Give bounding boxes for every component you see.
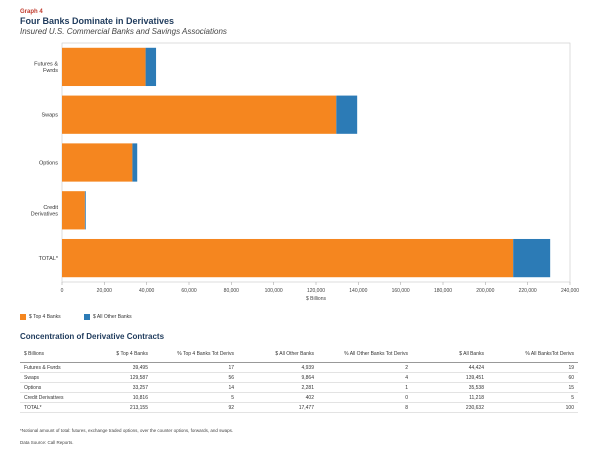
legend-item-top4: $ Top 4 Banks <box>20 314 61 320</box>
x-axis-label: $ Billions <box>306 296 327 302</box>
bar-others <box>145 47 157 87</box>
table-cell: 14 <box>152 382 238 393</box>
table-cell: 2 <box>318 362 412 373</box>
table-cell: Swaps <box>20 372 90 383</box>
x-tick-label: 120,000 <box>307 288 325 294</box>
x-tick-label: 160,000 <box>392 288 410 294</box>
bar-others <box>513 238 551 278</box>
column-header: % Top 4 Banks Tot Derivs <box>177 351 234 357</box>
table-cell: 5 <box>488 392 578 403</box>
table-row: Swaps 129,587 56 9,864 4 139,451 60 <box>20 372 578 383</box>
legend-label-top4: $ Top 4 Banks <box>29 314 61 320</box>
legend-label-others: $ All Other Banks <box>93 314 132 320</box>
bar-top4 <box>62 143 133 182</box>
category-label: Options <box>39 160 58 166</box>
table-cell: Futures & Fwrds <box>20 362 90 373</box>
table-cell: 92 <box>152 402 238 413</box>
x-tick-label: 60,000 <box>181 288 197 294</box>
bar-top4 <box>62 95 337 134</box>
x-tick-label: 240,000 <box>561 288 579 294</box>
category-label: Swaps <box>41 113 58 119</box>
bar-others <box>84 191 86 230</box>
table-cell: TOTAL* <box>20 402 90 413</box>
table-cell: 5 <box>152 392 238 403</box>
table-row: Options 33,257 14 2,281 1 35,538 15 <box>20 382 578 393</box>
legend-swatch-others <box>84 314 90 320</box>
table-cell: Credit Derivatives <box>20 392 90 403</box>
concentration-table: $ Billions $ Top 4 Banks % Top 4 Banks T… <box>20 346 578 413</box>
table-cell: 44,424 <box>412 362 488 373</box>
table-row: TOTAL* 213,155 92 17,477 8 230,632 100 <box>20 402 578 413</box>
table-cell: 9,864 <box>238 372 318 383</box>
category-label: TOTAL* <box>39 256 59 262</box>
x-tick-label: 0 <box>61 288 64 294</box>
table-cell: 100 <box>488 402 578 413</box>
bar-others <box>132 143 138 182</box>
chart-title: Four Banks Dominate in Derivatives <box>20 16 175 26</box>
table-cell: 1 <box>318 382 412 393</box>
chart-subtitle: Insured U.S. Commercial Banks and Saving… <box>20 27 227 36</box>
column-header: % All Other Banks Tot Derivs <box>344 351 408 357</box>
table-row: Credit Derivatives 10,816 5 402 0 11,218… <box>20 392 578 403</box>
table-cell: 15 <box>488 382 578 393</box>
bar-top4 <box>62 47 146 87</box>
bar-others <box>336 95 358 134</box>
footnote: *Notional amount of total: futures, exch… <box>20 428 234 433</box>
table-cell: 35,538 <box>412 382 488 393</box>
table-cell: 10,816 <box>90 392 152 403</box>
column-header: $ All Other Banks <box>275 351 314 357</box>
table-cell: 139,451 <box>412 372 488 383</box>
table-cell: 17 <box>152 362 238 373</box>
table-cell: 2,281 <box>238 382 318 393</box>
column-header: $ Billions <box>24 351 45 357</box>
table-cell: 8 <box>318 402 412 413</box>
table-header-row: $ Billions $ Top 4 Banks % Top 4 Banks T… <box>20 346 578 363</box>
table-cell: 402 <box>238 392 318 403</box>
table-cell: 129,587 <box>90 372 152 383</box>
x-tick-label: 80,000 <box>224 288 240 294</box>
table-cell: 17,477 <box>238 402 318 413</box>
table-cell: 230,632 <box>412 402 488 413</box>
column-header: $ All Banks <box>459 351 484 357</box>
x-tick-label: 140,000 <box>349 288 367 294</box>
x-tick-label: 200,000 <box>476 288 494 294</box>
table-cell: 19 <box>488 362 578 373</box>
table-cell: 11,218 <box>412 392 488 403</box>
column-header: $ Top 4 Banks <box>116 351 148 357</box>
legend-item-others: $ All Other Banks <box>84 314 132 320</box>
column-header: % All BanksTot Derivs <box>525 351 574 357</box>
data-source: Data Source: Call Reports. <box>20 440 74 445</box>
category-label: Credit Derivatives <box>31 205 59 217</box>
bar-top4 <box>62 191 85 230</box>
table-cell: 4,939 <box>238 362 318 373</box>
derivatives-bar-chart: Futures & Fwrds Swaps Options Credit Derivati… <box>31 42 579 302</box>
x-tick-label: 20,000 <box>97 288 113 294</box>
table-cell: 60 <box>488 372 578 383</box>
graph-number-label: Graph 4 <box>20 9 43 15</box>
table-cell: 213,155 <box>90 402 152 413</box>
x-tick-label: 100,000 <box>265 288 283 294</box>
table-cell: 0 <box>318 392 412 403</box>
table-cell: 56 <box>152 372 238 383</box>
table-title: Concentration of Derivative Contracts <box>20 332 165 341</box>
category-label: Futures & Fwrds <box>34 62 58 74</box>
x-tick-label: 180,000 <box>434 288 452 294</box>
x-tick-label: 220,000 <box>519 288 537 294</box>
table-cell: 33,257 <box>90 382 152 393</box>
bar-top4 <box>62 238 514 278</box>
table-row: Futures & Fwrds 39,495 17 4,939 2 44,424… <box>20 362 578 373</box>
table-cell: Options <box>20 382 90 393</box>
table-cell: 39,495 <box>90 362 152 373</box>
legend-swatch-top4 <box>20 314 26 320</box>
table-cell: 4 <box>318 372 412 383</box>
x-tick-label: 40,000 <box>139 288 155 294</box>
